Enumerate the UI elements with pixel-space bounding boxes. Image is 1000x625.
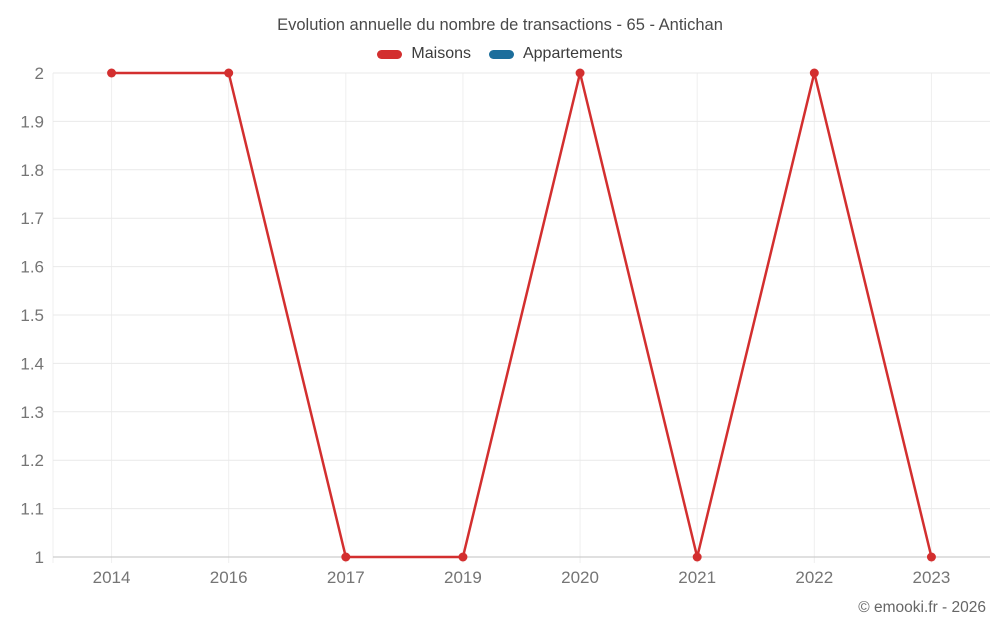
data-point	[692, 552, 702, 562]
legend-label-appartements: Appartements	[522, 45, 623, 62]
series-line-maisons	[111, 71, 933, 559]
y-tick-label: 1.8	[20, 161, 44, 180]
legend-item-maisons[interactable]: Maisons	[377, 45, 471, 63]
data-point	[575, 68, 585, 78]
y-tick-label: 1.9	[20, 112, 44, 131]
x-tick-label: 2022	[795, 568, 833, 587]
legend-item-appartements[interactable]: Appartements	[488, 45, 623, 63]
y-tick-label: 1.1	[20, 500, 44, 519]
data-point	[107, 68, 117, 78]
y-tick-label: 1.4	[20, 354, 44, 373]
chart-title: Evolution annuelle du nombre de transact…	[277, 16, 723, 34]
data-point	[224, 68, 234, 78]
grid-lines	[52, 72, 990, 563]
axis-labels: 1 1.1 1.2 1.3 1.4 1.5 1.6 1.7 1.8 1.9 2 2014 2016 201…	[20, 64, 950, 587]
data-point	[341, 552, 351, 562]
x-tick-label: 2020	[561, 568, 599, 587]
maisons-swatch-icon	[377, 49, 403, 59]
chart-legend: Maisons Appartements	[0, 45, 1000, 63]
data-point	[809, 68, 819, 78]
x-tick-label: 2019	[444, 568, 482, 587]
x-tick-label: 2017	[327, 568, 365, 587]
series-lines	[107, 68, 936, 562]
y-tick-label: 1.3	[20, 403, 44, 422]
y-tick-label: 1.5	[20, 306, 44, 325]
data-point	[458, 552, 468, 562]
credit-text: © emooki.fr - 2026	[858, 599, 986, 616]
x-tick-label: 2021	[678, 568, 716, 587]
y-tick-label: 2	[35, 64, 44, 83]
x-tick-label: 2014	[93, 568, 131, 587]
appartements-swatch-icon	[488, 49, 514, 59]
data-point	[926, 552, 936, 562]
y-tick-label: 1	[35, 548, 44, 567]
y-tick-label: 1.7	[20, 209, 44, 228]
x-tick-label: 2016	[210, 568, 248, 587]
y-tick-label: 1.2	[20, 451, 44, 470]
y-tick-label: 1.6	[20, 258, 44, 277]
x-tick-label: 2023	[913, 568, 951, 587]
legend-label-maisons: Maisons	[411, 45, 471, 62]
